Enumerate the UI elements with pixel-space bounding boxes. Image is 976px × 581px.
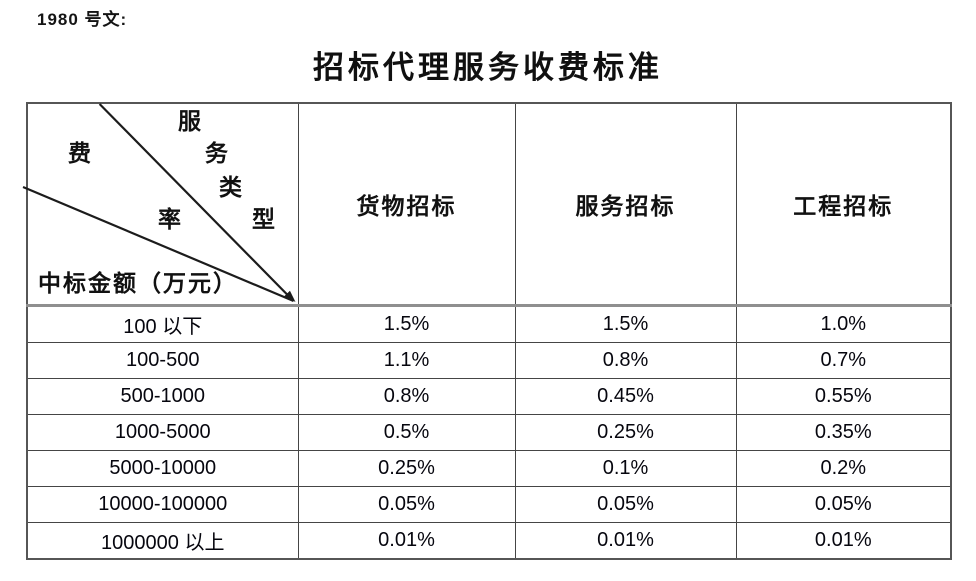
- fee-value: 0.05%: [514, 486, 737, 523]
- fee-value: 0.45%: [514, 378, 737, 415]
- row-label: 1000-5000: [26, 414, 299, 451]
- table-header-row: 费 率 服 务 类 型 中标金额（万元） 货物招标 服务招标 工程招标: [22, 102, 952, 307]
- column-header-goods-bidding: 货物招标: [297, 102, 516, 307]
- table-row: 500-1000 0.8% 0.45% 0.55%: [26, 378, 952, 415]
- corner-char-rate-2: 率: [158, 207, 181, 232]
- table-row: 5000-10000 0.25% 0.1% 0.2%: [26, 450, 952, 487]
- fee-value: 0.5%: [297, 414, 516, 451]
- row-label: 100-500: [26, 342, 299, 379]
- fee-value: 0.01%: [297, 522, 516, 560]
- corner-char-type-1: 服: [178, 109, 201, 134]
- fee-value: 1.5%: [297, 305, 516, 343]
- table-corner-cell: 费 率 服 务 类 型 中标金额（万元）: [22, 102, 299, 307]
- page-title: 招标代理服务收费标准: [313, 50, 663, 85]
- row-label: 1000000 以上: [26, 522, 299, 560]
- fee-value: 0.8%: [297, 378, 516, 415]
- table-row: 100-500 1.1% 0.8% 0.7%: [26, 342, 952, 379]
- table-row: 1000000 以上 0.01% 0.01% 0.01%: [26, 522, 952, 560]
- table-header: 费 率 服 务 类 型 中标金额（万元） 货物招标 服务招标 工程招标: [22, 102, 952, 307]
- fee-value: 1.1%: [297, 342, 516, 379]
- fee-value: 0.8%: [514, 342, 737, 379]
- fee-value: 0.05%: [297, 486, 516, 523]
- table-row: 10000-100000 0.05% 0.05% 0.05%: [26, 486, 952, 523]
- corner-char-type-2: 务: [205, 141, 228, 166]
- fee-value: 0.55%: [735, 378, 952, 415]
- row-label: 10000-100000: [26, 486, 299, 523]
- table-row: 1000-5000 0.5% 0.25% 0.35%: [26, 414, 952, 451]
- table-body: 100 以下 1.5% 1.5% 1.0% 100-500 1.1% 0.8% …: [26, 305, 952, 560]
- fee-value: 0.1%: [514, 450, 737, 487]
- doc-number-label: 1980 号文:: [37, 10, 128, 29]
- column-header-works-bidding: 工程招标: [735, 102, 952, 307]
- fee-value: 1.0%: [735, 305, 952, 343]
- fee-value: 0.35%: [735, 414, 952, 451]
- row-label: 100 以下: [26, 305, 299, 343]
- fee-standard-table: 费 率 服 务 类 型 中标金额（万元） 货物招标 服务招标 工程招标 100 …: [22, 102, 952, 560]
- fee-value: 0.05%: [735, 486, 952, 523]
- row-label: 500-1000: [26, 378, 299, 415]
- corner-char-rate-1: 费: [68, 141, 91, 166]
- row-label: 5000-10000: [26, 450, 299, 487]
- fee-value: 0.7%: [735, 342, 952, 379]
- fee-value: 0.01%: [735, 522, 952, 560]
- fee-value: 1.5%: [514, 305, 737, 343]
- fee-value: 0.2%: [735, 450, 952, 487]
- corner-char-type-4: 型: [252, 207, 275, 232]
- diagonal-divider-icon: [22, 103, 296, 303]
- fee-value: 0.25%: [514, 414, 737, 451]
- fee-value: 0.25%: [297, 450, 516, 487]
- table-row: 100 以下 1.5% 1.5% 1.0%: [26, 305, 952, 343]
- fee-value: 0.01%: [514, 522, 737, 560]
- corner-amount-label: 中标金额（万元）: [38, 271, 238, 296]
- column-header-services-bidding: 服务招标: [514, 102, 737, 307]
- corner-char-type-3: 类: [219, 175, 242, 200]
